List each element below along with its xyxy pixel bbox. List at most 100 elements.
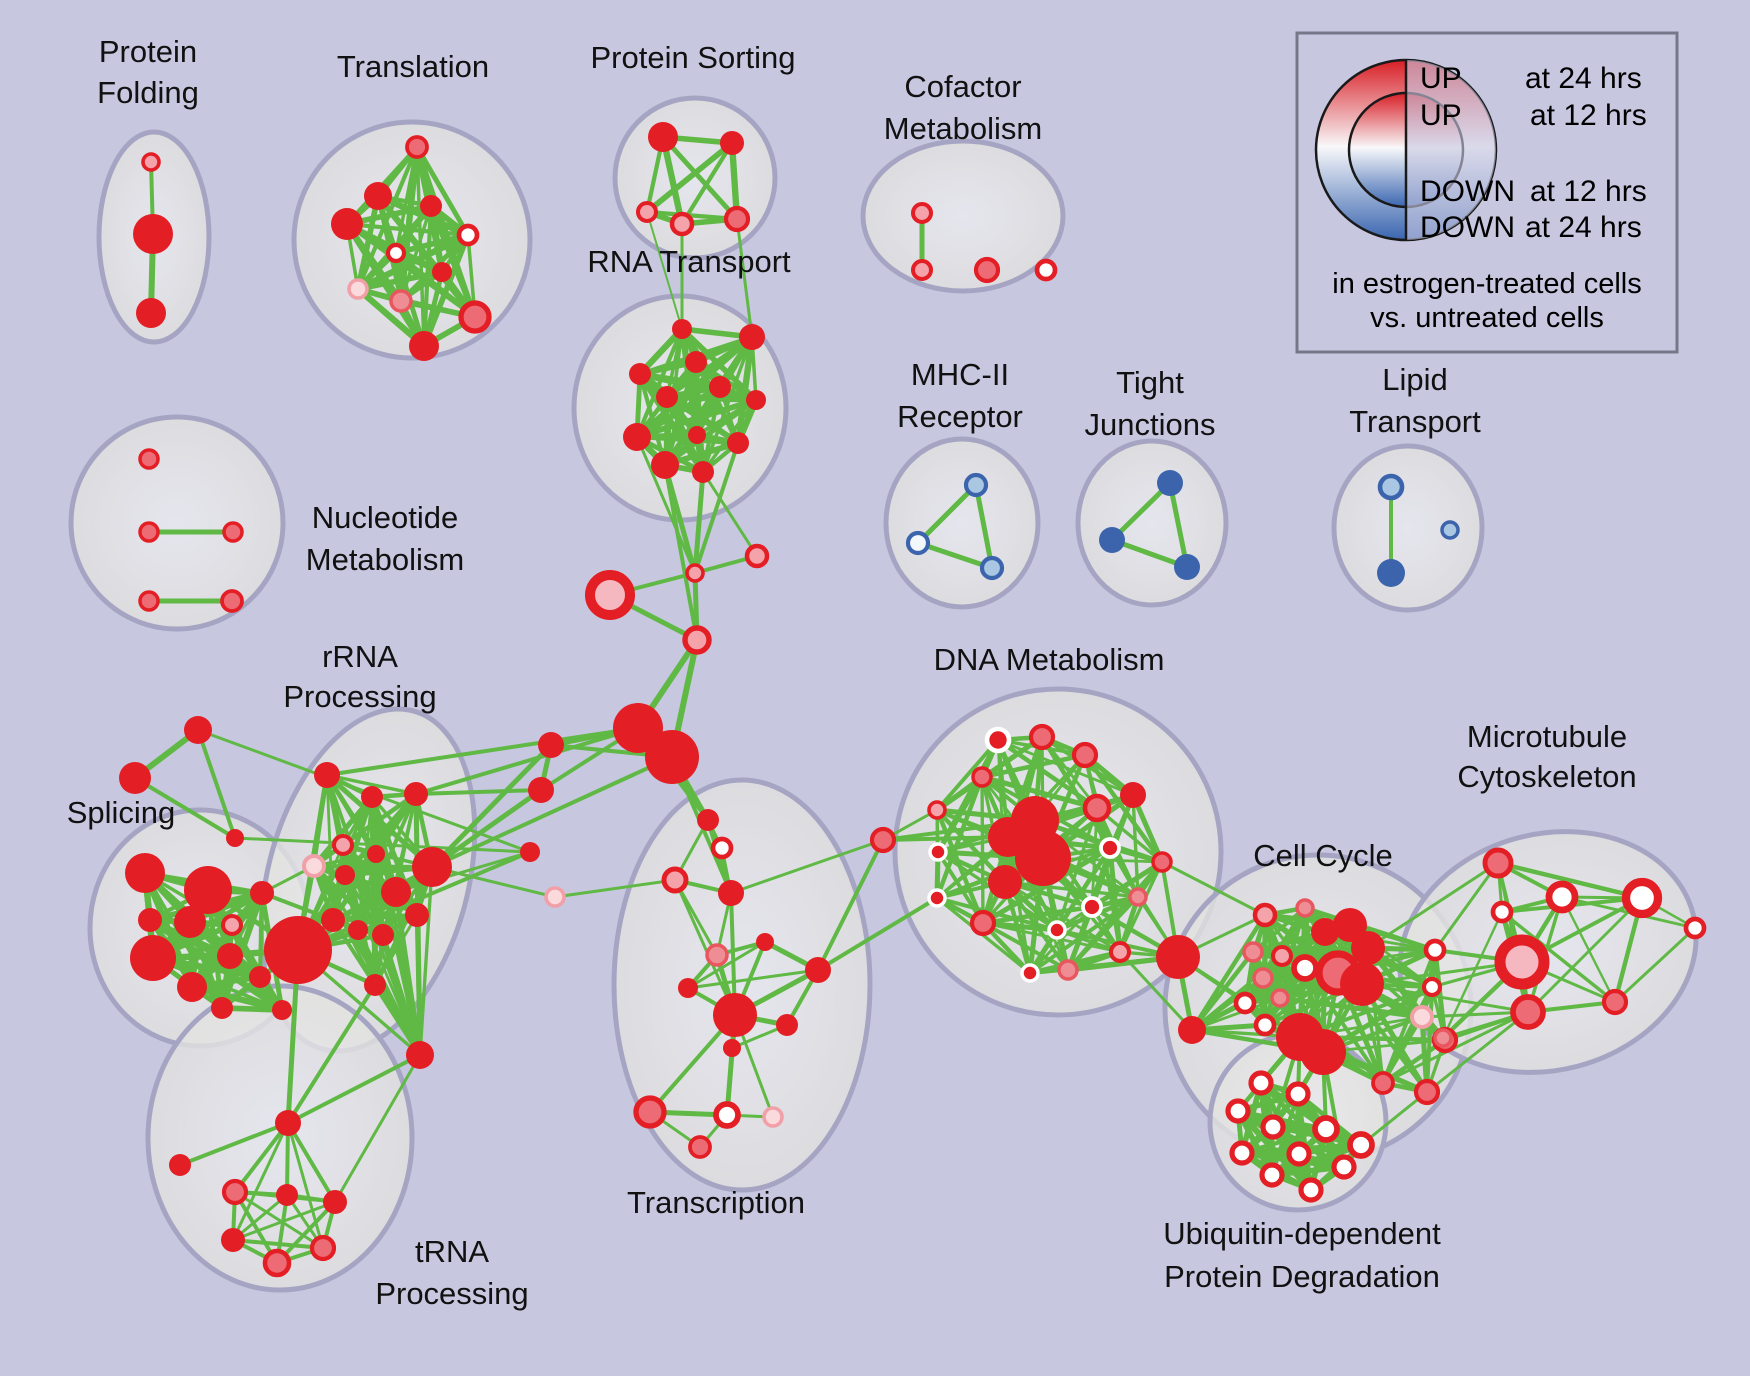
network-edge <box>936 850 985 925</box>
network-edge <box>635 435 697 575</box>
network-node <box>688 1135 712 1159</box>
network-edge <box>430 865 557 899</box>
network-node <box>718 880 744 906</box>
network-node <box>645 730 699 784</box>
network-edge <box>881 835 1010 842</box>
network-node <box>1286 1141 1312 1167</box>
network-edge <box>816 838 885 972</box>
network-edge <box>414 788 543 796</box>
network-node <box>1545 880 1579 914</box>
network-node <box>629 363 651 385</box>
network-node <box>184 866 232 914</box>
network-edge <box>286 1121 325 1250</box>
network-node <box>1015 830 1071 886</box>
network-node <box>1440 520 1460 540</box>
network-edge <box>311 863 386 938</box>
network-node <box>314 762 340 788</box>
legend-caption-line1: in estrogen-treated cells <box>1332 268 1642 300</box>
network-node <box>979 555 1005 581</box>
network-edge <box>1425 1010 1530 1094</box>
cluster-label-layer: Protein Folding Translation Protein Sorting… <box>67 34 1637 1311</box>
network-node <box>1510 994 1546 1030</box>
network-edge <box>430 755 674 869</box>
cluster-label-microtubule-cytoskeleton: Cytoskeleton <box>1457 759 1636 794</box>
network-edge <box>428 203 478 320</box>
cluster-label-protein-folding: Protein <box>99 34 197 69</box>
network-node <box>1248 1070 1274 1096</box>
network-edge <box>1500 910 1617 1004</box>
network-edge <box>729 838 885 895</box>
network-node <box>692 461 714 483</box>
network-node <box>705 943 729 967</box>
network-node <box>973 256 1001 284</box>
network-node <box>988 817 1028 857</box>
network-edge <box>915 482 979 546</box>
network-edge <box>1082 752 1165 865</box>
network-node <box>585 570 635 620</box>
network-edge <box>981 921 1070 972</box>
cluster-label-cofactor-metabolism: Cofactor <box>904 69 1021 104</box>
network-node <box>1120 782 1146 808</box>
network-edge <box>664 394 741 446</box>
network-node <box>1253 1013 1277 1037</box>
network-node <box>1433 1028 1453 1048</box>
network-edge <box>634 326 685 440</box>
network-node <box>405 903 429 927</box>
network-node <box>1300 1029 1346 1075</box>
network-node <box>723 205 751 233</box>
network-node <box>1351 931 1385 965</box>
legend-up12-dir: UP <box>1420 99 1462 132</box>
network-node <box>1683 916 1707 940</box>
cluster-label-rna-transport: RNA Transport <box>587 244 791 279</box>
network-edge <box>394 850 532 894</box>
network-node <box>1099 837 1121 859</box>
network-node <box>458 300 492 334</box>
network-node <box>364 974 386 996</box>
network-node <box>544 886 566 908</box>
network-node <box>1225 1098 1251 1124</box>
network-edge <box>233 1190 325 1250</box>
network-edge <box>233 836 532 854</box>
network-node <box>331 208 363 240</box>
network-node <box>1099 527 1125 553</box>
network-edge <box>636 370 760 404</box>
network-node <box>211 997 233 1019</box>
network-node <box>1421 976 1443 998</box>
network-node <box>528 777 554 803</box>
network-node <box>1371 1071 1395 1095</box>
legend-up24-dir: UP <box>1420 62 1462 95</box>
cluster-label-trna-processing: tRNA <box>415 1234 489 1269</box>
network-node <box>331 833 355 857</box>
network-node <box>221 1178 249 1206</box>
network-node <box>709 376 731 398</box>
network-node <box>635 200 659 224</box>
legend-down12-time: at 12 hrs <box>1530 175 1647 208</box>
network-edge <box>979 752 1088 780</box>
network-node <box>1157 470 1183 496</box>
network-node <box>302 854 326 878</box>
network-node <box>1270 944 1294 968</box>
network-edge <box>935 738 1000 812</box>
network-edge <box>178 1121 290 1167</box>
network-edge <box>701 470 759 558</box>
network-node <box>272 1000 292 1020</box>
network-edge <box>418 865 434 1057</box>
network-edge <box>355 193 381 292</box>
network-node <box>1229 1140 1255 1166</box>
network-node <box>404 782 428 806</box>
cluster-label-nucleotide-metabolism: Nucleotide <box>312 500 458 535</box>
cluster-label-trna-processing: Processing <box>375 1276 528 1311</box>
network-node <box>412 847 452 887</box>
network-node <box>1252 902 1278 928</box>
network-node <box>249 966 271 988</box>
network-node <box>984 726 1012 754</box>
network-edge <box>679 140 735 227</box>
network-edge <box>1160 860 1267 917</box>
network-node <box>220 589 244 613</box>
cluster-label-cell-cycle: Cell Cycle <box>1253 838 1393 873</box>
network-edge <box>686 968 820 990</box>
network-node <box>1151 851 1173 873</box>
cluster-label-protein-sorting: Protein Sorting <box>590 40 795 75</box>
network-edge <box>816 896 939 972</box>
